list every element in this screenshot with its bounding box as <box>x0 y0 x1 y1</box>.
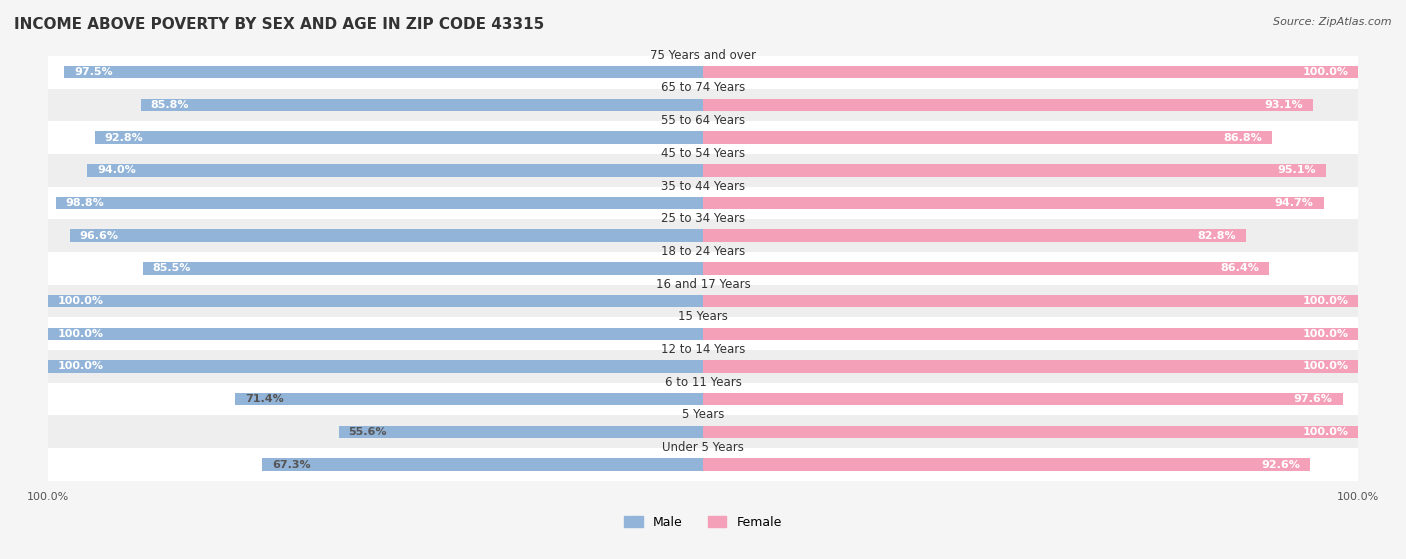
Bar <box>262 458 703 471</box>
Bar <box>48 121 1358 154</box>
Bar <box>703 197 1323 209</box>
Text: 95.1%: 95.1% <box>1278 165 1316 176</box>
Bar <box>703 458 1310 471</box>
Text: 82.8%: 82.8% <box>1197 231 1236 241</box>
Text: 75 Years and over: 75 Years and over <box>650 49 756 61</box>
Bar <box>48 360 703 373</box>
Text: 96.6%: 96.6% <box>80 231 120 241</box>
Text: 18 to 24 Years: 18 to 24 Years <box>661 245 745 258</box>
Text: 35 to 44 Years: 35 to 44 Years <box>661 179 745 192</box>
Text: 6 to 11 Years: 6 to 11 Years <box>665 376 741 389</box>
Bar <box>48 88 1358 121</box>
Bar <box>48 383 1358 415</box>
Bar <box>87 164 703 177</box>
Text: 100.0%: 100.0% <box>1302 296 1348 306</box>
Text: 100.0%: 100.0% <box>58 296 104 306</box>
Text: 100.0%: 100.0% <box>58 329 104 339</box>
Text: 55 to 64 Years: 55 to 64 Years <box>661 114 745 127</box>
Bar <box>48 350 1358 383</box>
Bar <box>96 131 703 144</box>
Text: 100.0%: 100.0% <box>58 362 104 371</box>
Bar <box>48 448 1358 481</box>
Text: 55.6%: 55.6% <box>349 427 387 437</box>
Text: 16 and 17 Years: 16 and 17 Years <box>655 278 751 291</box>
Text: 100.0%: 100.0% <box>1302 67 1348 77</box>
Text: 15 Years: 15 Years <box>678 310 728 323</box>
Text: INCOME ABOVE POVERTY BY SEX AND AGE IN ZIP CODE 43315: INCOME ABOVE POVERTY BY SEX AND AGE IN Z… <box>14 17 544 32</box>
Bar <box>48 415 1358 448</box>
Bar <box>56 197 703 209</box>
Bar <box>65 66 703 78</box>
Text: 65 to 74 Years: 65 to 74 Years <box>661 82 745 94</box>
Bar <box>703 295 1358 307</box>
Text: 92.6%: 92.6% <box>1261 459 1301 470</box>
Text: 67.3%: 67.3% <box>271 459 311 470</box>
Bar <box>48 187 1358 219</box>
Text: 100.0%: 100.0% <box>1302 329 1348 339</box>
Bar <box>48 219 1358 252</box>
Text: 98.8%: 98.8% <box>66 198 104 208</box>
Text: 12 to 14 Years: 12 to 14 Years <box>661 343 745 356</box>
Text: 94.7%: 94.7% <box>1275 198 1313 208</box>
Bar <box>235 393 703 405</box>
Text: 45 to 54 Years: 45 to 54 Years <box>661 147 745 160</box>
Text: Source: ZipAtlas.com: Source: ZipAtlas.com <box>1274 17 1392 27</box>
Text: 85.5%: 85.5% <box>153 263 191 273</box>
Bar <box>48 285 1358 318</box>
Bar <box>703 393 1343 405</box>
Text: 97.6%: 97.6% <box>1294 394 1333 404</box>
Bar <box>48 318 1358 350</box>
Text: 25 to 34 Years: 25 to 34 Years <box>661 212 745 225</box>
Text: 94.0%: 94.0% <box>97 165 135 176</box>
Bar <box>703 66 1358 78</box>
Text: 93.1%: 93.1% <box>1264 100 1303 110</box>
Bar <box>703 131 1272 144</box>
Text: 86.4%: 86.4% <box>1220 263 1260 273</box>
Bar <box>48 295 703 307</box>
Bar <box>48 252 1358 285</box>
Bar <box>703 328 1358 340</box>
Text: 71.4%: 71.4% <box>245 394 284 404</box>
Bar <box>339 425 703 438</box>
Text: 100.0%: 100.0% <box>1302 427 1348 437</box>
Bar <box>141 99 703 111</box>
Text: 100.0%: 100.0% <box>1302 362 1348 371</box>
Bar <box>703 230 1246 242</box>
Text: Under 5 Years: Under 5 Years <box>662 441 744 454</box>
Legend: Male, Female: Male, Female <box>619 511 787 534</box>
Text: 86.8%: 86.8% <box>1223 132 1263 143</box>
Bar <box>48 328 703 340</box>
Bar <box>703 164 1326 177</box>
Text: 97.5%: 97.5% <box>75 67 112 77</box>
Bar <box>703 425 1358 438</box>
Text: 92.8%: 92.8% <box>105 132 143 143</box>
Text: 5 Years: 5 Years <box>682 409 724 421</box>
Text: 85.8%: 85.8% <box>150 100 190 110</box>
Bar <box>143 262 703 274</box>
Bar <box>70 230 703 242</box>
Bar <box>703 262 1270 274</box>
Bar <box>48 56 1358 88</box>
Bar <box>703 99 1313 111</box>
Bar <box>703 360 1358 373</box>
Bar <box>48 154 1358 187</box>
